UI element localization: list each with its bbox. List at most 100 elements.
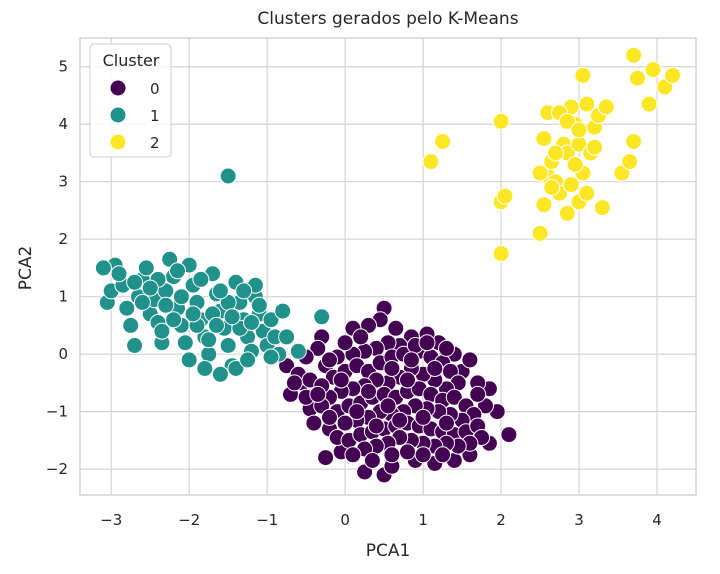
point-cluster-1	[196, 360, 214, 377]
point-cluster-1	[126, 337, 144, 354]
point-cluster-1	[180, 351, 198, 369]
point-cluster-0	[438, 414, 455, 432]
x-tick-label: −2	[178, 511, 200, 529]
point-cluster-1	[219, 337, 237, 354]
point-cluster-0	[399, 443, 416, 461]
point-cluster-2	[625, 46, 643, 64]
point-cluster-2	[562, 176, 580, 194]
point-cluster-0	[332, 371, 350, 389]
y-tick-label: 3	[58, 173, 68, 191]
point-cluster-2	[621, 153, 639, 171]
y-tick-label: 1	[58, 288, 68, 306]
point-cluster-0	[360, 383, 377, 400]
point-cluster-0	[434, 446, 452, 464]
point-cluster-2	[558, 204, 576, 222]
point-cluster-0	[414, 408, 432, 426]
point-cluster-1	[289, 342, 307, 360]
point-cluster-2	[496, 187, 514, 205]
point-cluster-1	[141, 279, 159, 297]
point-cluster-0	[383, 360, 401, 377]
point-cluster-1	[262, 311, 280, 329]
point-cluster-1	[184, 305, 202, 323]
point-cluster-0	[469, 385, 487, 403]
point-cluster-2	[492, 112, 510, 130]
point-cluster-2	[578, 95, 596, 113]
point-cluster-0	[317, 449, 335, 467]
point-cluster-2	[640, 95, 658, 113]
point-cluster-0	[387, 319, 405, 337]
x-tick-label: 2	[496, 511, 506, 529]
point-cluster-1	[94, 259, 112, 277]
point-cluster-2	[434, 133, 452, 150]
x-tick-label: 1	[418, 511, 428, 529]
point-cluster-0	[391, 411, 409, 429]
point-cluster-1	[227, 360, 245, 377]
point-cluster-0	[321, 408, 338, 426]
point-cluster-0	[383, 446, 401, 464]
point-cluster-0	[402, 351, 420, 369]
point-cluster-0	[321, 351, 338, 369]
point-cluster-0	[363, 452, 381, 469]
point-cluster-0	[399, 371, 416, 389]
point-cluster-1	[200, 345, 218, 363]
y-tick-label: 2	[58, 230, 68, 248]
point-cluster-0	[418, 334, 436, 352]
point-cluster-0	[426, 360, 444, 377]
legend-label-1: 1	[150, 107, 160, 125]
point-cluster-0	[352, 328, 370, 346]
legend-title: Cluster	[103, 51, 160, 70]
point-cluster-1	[110, 265, 128, 283]
point-cluster-0	[348, 403, 366, 421]
legend-marker-1	[109, 106, 127, 124]
point-cluster-0	[309, 339, 327, 357]
plot-frame	[79, 37, 697, 496]
point-cluster-2	[531, 224, 549, 242]
point-cluster-1	[313, 308, 331, 326]
x-axis-label: PCA1	[366, 541, 411, 561]
legend-label-2: 2	[150, 134, 160, 152]
point-cluster-1	[243, 314, 260, 331]
legend-marker-0	[109, 79, 127, 97]
point-cluster-0	[438, 339, 455, 357]
point-cluster-1	[250, 296, 268, 314]
point-cluster-0	[285, 374, 303, 392]
x-tick-label: −3	[100, 511, 122, 529]
point-cluster-0	[461, 351, 479, 369]
point-cluster-1	[200, 331, 218, 349]
point-cluster-2	[586, 138, 604, 156]
point-cluster-0	[500, 426, 518, 444]
x-tick-labels: −3 −2 −1 0 1 2 3 4	[100, 511, 662, 529]
x-tick-label: −1	[256, 511, 278, 529]
point-cluster-2	[574, 66, 592, 84]
point-cluster-1	[153, 322, 171, 340]
point-cluster-2	[664, 66, 682, 84]
point-cluster-2	[492, 245, 510, 263]
point-cluster-2	[625, 133, 643, 150]
point-cluster-2	[547, 144, 565, 162]
point-cluster-0	[305, 414, 323, 432]
y-tick-label: 5	[58, 58, 68, 76]
point-cluster-1	[235, 282, 253, 300]
point-cluster-1	[192, 270, 210, 288]
legend-label-0: 0	[150, 80, 160, 98]
point-cluster-2	[629, 69, 646, 87]
x-tick-label: 3	[574, 511, 584, 529]
point-cluster-2	[558, 112, 576, 130]
point-cluster-1	[239, 351, 257, 369]
point-cluster-1	[223, 308, 241, 326]
point-cluster-1	[157, 296, 175, 314]
y-tick-labels: −2 −1 0 1 2 3 4 5	[46, 58, 68, 478]
point-cluster-0	[367, 417, 385, 435]
point-cluster-1	[208, 316, 225, 334]
series-layer	[94, 46, 682, 484]
point-cluster-2	[593, 199, 611, 217]
point-cluster-2	[570, 121, 588, 139]
point-cluster-0	[414, 446, 432, 464]
point-cluster-2	[566, 156, 584, 173]
point-cluster-1	[176, 334, 194, 352]
point-cluster-1	[172, 288, 190, 306]
point-cluster-2	[535, 130, 553, 148]
point-cluster-1	[274, 302, 292, 320]
y-tick-label: 4	[58, 115, 68, 133]
point-cluster-1	[211, 282, 229, 300]
